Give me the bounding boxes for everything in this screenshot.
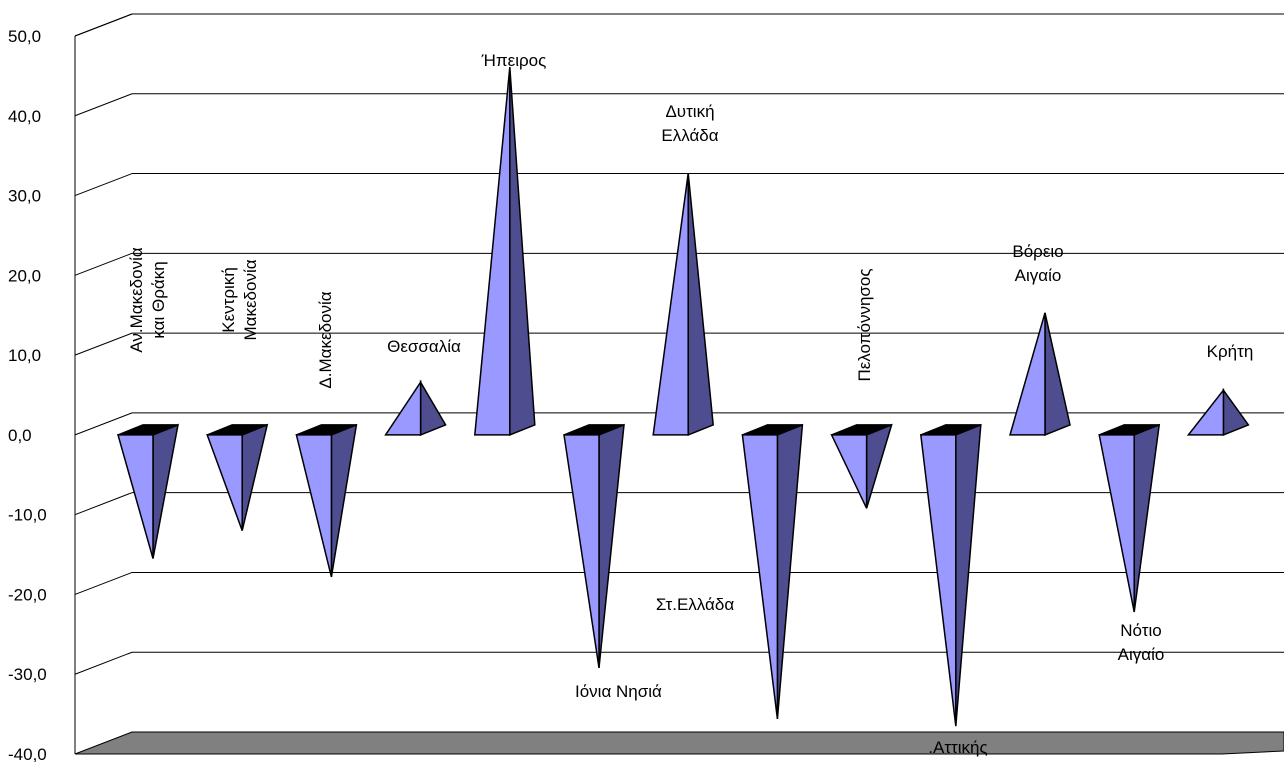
gridline-diagonal	[74, 13, 133, 37]
category-label: Δυτική Ελλάδα	[661, 102, 718, 145]
bar-front-face	[117, 434, 154, 559]
bar-front-face	[919, 434, 957, 727]
category-label: Πελοπόννησος	[855, 268, 874, 381]
bar	[919, 423, 982, 727]
category-label-line: Στ.Ελλάδα	[656, 595, 735, 614]
category-label-line: Δ.Μακεδονία	[316, 291, 335, 388]
category-label-line: Ελλάδα	[661, 126, 718, 145]
category-label: Νότιο Αιγαίο	[1118, 621, 1165, 664]
category-label-line: Δυτική	[665, 102, 714, 121]
y-tick-label: 50,0	[8, 27, 41, 46]
category-label: Θεσσαλία	[387, 337, 461, 356]
category-label-line: Ήπειρος	[481, 51, 547, 70]
y-tick-label: -40,0	[8, 745, 47, 762]
y-tick-label: -10,0	[8, 506, 47, 525]
floor-plane	[74, 731, 1284, 755]
category-label-line: Νότιο	[1120, 621, 1161, 640]
gridline-diagonal	[74, 412, 133, 436]
bar-side-face	[1133, 423, 1161, 613]
bar-front-face	[295, 434, 333, 578]
bar-side-face	[955, 423, 982, 727]
bar	[384, 379, 447, 436]
category-label-line: Βόρειο	[1012, 242, 1063, 261]
category-label-line: Θεσσαλία	[387, 337, 461, 356]
bar-side-face	[419, 379, 447, 436]
bar-side-face	[509, 67, 536, 436]
gridline-diagonal	[74, 93, 133, 117]
bar-front-face	[206, 434, 243, 531]
category-label-line: Κρήτη	[1207, 342, 1254, 361]
bar-front-face	[1186, 388, 1225, 436]
bar-side-face	[152, 423, 179, 559]
bar-front-face	[830, 434, 868, 509]
category-label: .Αττικής	[928, 738, 987, 757]
bar-side-face	[241, 423, 269, 531]
category-label-line: και Θράκη	[149, 261, 168, 338]
bar-side-face	[598, 423, 625, 668]
bar	[741, 423, 804, 719]
bar-front-face	[384, 379, 422, 436]
bar	[473, 67, 536, 436]
bar	[1098, 423, 1161, 613]
category-label: Αν.Μακεδονία και Θράκη	[127, 247, 168, 353]
category-label: Στ.Ελλάδα	[656, 595, 735, 614]
category-label-line: Αν.Μακεδονία	[127, 247, 146, 353]
category-label: Ιόνια Νησιά	[575, 682, 662, 701]
bar	[1009, 312, 1071, 436]
bar	[563, 423, 625, 668]
bar-side-face	[776, 423, 804, 719]
y-tick-label: 30,0	[8, 187, 41, 206]
category-labels: Αν.Μακεδονία και Θράκη Κεντρική Μακεδονία Δ.…	[127, 51, 1253, 757]
chart-floor	[74, 731, 1284, 755]
bar-front-face	[473, 67, 511, 436]
bar-side-face	[330, 423, 358, 578]
y-tick-label: -30,0	[8, 665, 47, 684]
y-tick-label: 40,0	[8, 107, 41, 126]
y-tick-label: 0,0	[8, 426, 32, 445]
bar-side-face	[1044, 312, 1071, 436]
bar	[652, 173, 715, 436]
gridline-diagonal	[74, 571, 133, 595]
bar-front-face	[652, 173, 689, 436]
category-label: Κεντρική Μακεδονία	[219, 259, 260, 340]
bars	[117, 67, 1250, 727]
category-label: Ήπειρος	[481, 51, 547, 70]
bar	[830, 423, 893, 509]
gridline-diagonal	[74, 492, 133, 516]
category-label: Βόρειο Αιγαίο	[1012, 242, 1063, 285]
bar-side-face	[865, 423, 893, 509]
gridline-diagonal	[74, 332, 133, 356]
category-label-line: Ιόνια Νησιά	[575, 682, 662, 701]
y-tick-label: 10,0	[8, 346, 41, 365]
bar-front-face	[741, 434, 779, 719]
category-label-line: Αιγαίο	[1118, 645, 1165, 664]
gridline-diagonal	[74, 651, 133, 675]
bar	[1186, 387, 1250, 436]
category-label: Κρήτη	[1207, 342, 1254, 361]
bar-side-face	[687, 173, 715, 436]
bar	[206, 423, 269, 531]
category-label-line: Πελοπόννησος	[855, 268, 874, 381]
category-label: Δ.Μακεδονία	[316, 291, 335, 388]
bar	[295, 423, 358, 578]
category-label-line: Αιγαίο	[1015, 266, 1062, 285]
category-label-line: Κεντρική	[219, 267, 238, 333]
bar-front-face	[563, 434, 600, 668]
bar-front-face	[1009, 312, 1046, 436]
category-label-line: Μακεδονία	[241, 259, 260, 340]
y-tick-label: -20,0	[8, 585, 47, 604]
bar-front-face	[1098, 434, 1135, 613]
category-label-line: .Αττικής	[928, 738, 987, 757]
y-tick-label: 20,0	[8, 266, 41, 285]
gridline-diagonal	[74, 173, 133, 197]
bar	[117, 423, 179, 559]
y-axis-tick-labels: -40,0 -30,0 -20,0 -10,0 0,0 10,0 20,0 30,0 40,0 5…	[8, 27, 47, 762]
gridline-diagonal	[74, 252, 133, 276]
